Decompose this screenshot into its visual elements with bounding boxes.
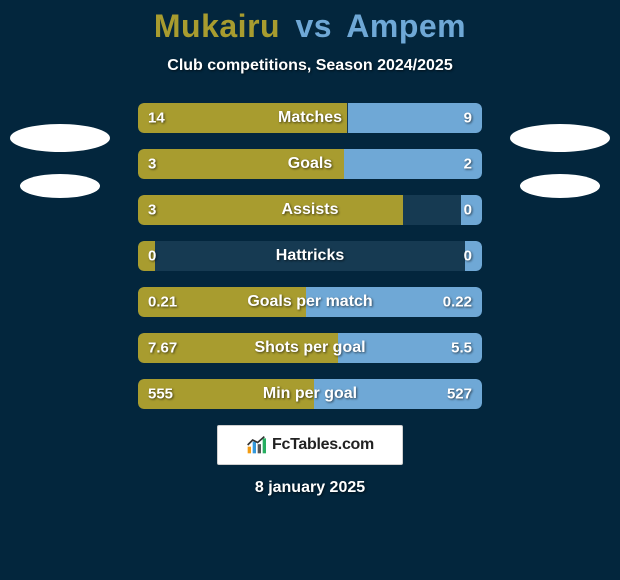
player2-badge-1 — [510, 124, 610, 152]
player1-badge-2 — [20, 174, 100, 198]
bar-right — [344, 149, 482, 179]
stat-label: Goals — [288, 155, 332, 173]
title-player2: Ampem — [346, 8, 466, 44]
stat-row: 3 0 Assists — [138, 195, 482, 225]
bar-chart-icon — [246, 435, 266, 455]
player1-badge-1 — [10, 124, 110, 152]
stat-value-left: 7.67 — [148, 340, 177, 357]
title-player1: Mukairu — [154, 8, 280, 44]
title-vs: vs — [295, 8, 332, 44]
stat-value-right: 0 — [464, 248, 472, 265]
stat-value-left: 555 — [148, 386, 173, 403]
comparison-card: Mukairu vs Ampem Club competitions, Seas… — [0, 0, 620, 580]
stat-value-left: 14 — [148, 110, 165, 127]
stat-value-left: 3 — [148, 156, 156, 173]
stat-value-left: 0.21 — [148, 294, 177, 311]
stat-row: 555 527 Min per goal — [138, 379, 482, 409]
stat-row: 0 0 Hattricks — [138, 241, 482, 271]
stat-label: Shots per goal — [254, 339, 365, 357]
player2-badge-2 — [520, 174, 600, 198]
date-label: 8 january 2025 — [0, 479, 620, 497]
stat-row: 14 9 Matches — [138, 103, 482, 133]
subtitle: Club competitions, Season 2024/2025 — [0, 57, 620, 75]
stat-value-right: 527 — [447, 386, 472, 403]
bar-right — [348, 103, 483, 133]
stat-label: Hattricks — [276, 247, 344, 265]
stat-rows: 14 9 Matches 3 2 Goals 3 0 Assists 0 0 Hattricks 0.2… — [138, 103, 482, 409]
stat-label: Min per goal — [263, 385, 357, 403]
stat-row: 0.21 0.22 Goals per match — [138, 287, 482, 317]
stat-label: Matches — [278, 109, 342, 127]
fctables-logo[interactable]: FcTables.com — [217, 425, 403, 465]
stat-value-right: 0 — [464, 202, 472, 219]
logo-text: FcTables.com — [272, 436, 374, 454]
page-title: Mukairu vs Ampem — [0, 8, 620, 45]
stat-value-right: 9 — [464, 110, 472, 127]
stat-label: Goals per match — [247, 293, 372, 311]
stat-label: Assists — [282, 201, 339, 219]
stat-value-left: 3 — [148, 202, 156, 219]
stat-row: 3 2 Goals — [138, 149, 482, 179]
stat-value-right: 0.22 — [443, 294, 472, 311]
stat-value-right: 5.5 — [451, 340, 472, 357]
stat-row: 7.67 5.5 Shots per goal — [138, 333, 482, 363]
stat-value-right: 2 — [464, 156, 472, 173]
stat-value-left: 0 — [148, 248, 156, 265]
bar-left — [138, 195, 403, 225]
